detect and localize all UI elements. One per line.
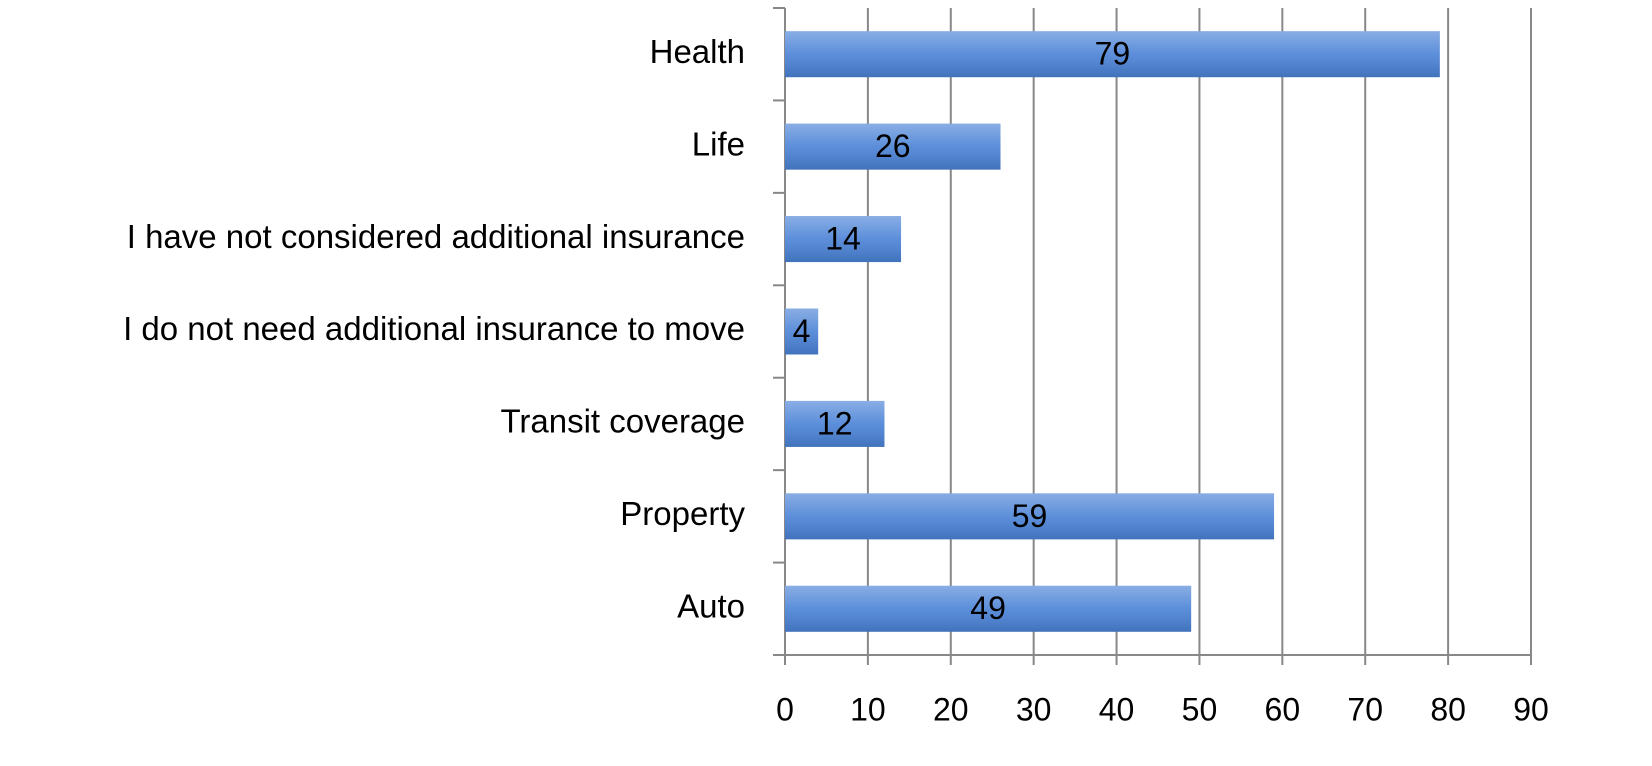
y-tick-label: Transit coverage [500,403,745,440]
x-tick-label: 50 [1182,691,1218,727]
x-tick-label: 0 [776,691,794,727]
x-tick-label: 80 [1430,691,1466,727]
y-tick-label: I do not need additional insurance to mo… [123,310,745,347]
x-tick-label: 10 [850,691,886,727]
data-label: 79 [1095,36,1131,72]
bar-shine [785,123,1001,170]
y-tick-label: I have not considered additional insuran… [127,218,745,255]
x-tick-label: 40 [1099,691,1135,727]
bar-shine [785,308,819,355]
bar-shine [785,31,1440,78]
data-label: 49 [970,590,1006,626]
y-tick-label: Life [692,125,745,162]
data-label: 59 [1012,498,1048,534]
data-label: 26 [875,128,911,164]
x-tick-label: 30 [1016,691,1052,727]
bar-shine [785,216,902,263]
x-tick-label: 90 [1513,691,1549,727]
data-label: 12 [817,405,853,441]
bar-shine [785,585,1192,632]
bar-shine [785,400,885,447]
bar-shine [785,493,1275,540]
x-tick-label: 20 [933,691,969,727]
x-tick-label: 70 [1347,691,1383,727]
x-tick-label: 60 [1265,691,1301,727]
y-tick-label: Property [620,495,745,532]
y-tick-label: Auto [677,588,745,625]
data-label: 14 [825,221,861,257]
data-label: 4 [793,313,811,349]
y-tick-label: Health [650,33,745,70]
